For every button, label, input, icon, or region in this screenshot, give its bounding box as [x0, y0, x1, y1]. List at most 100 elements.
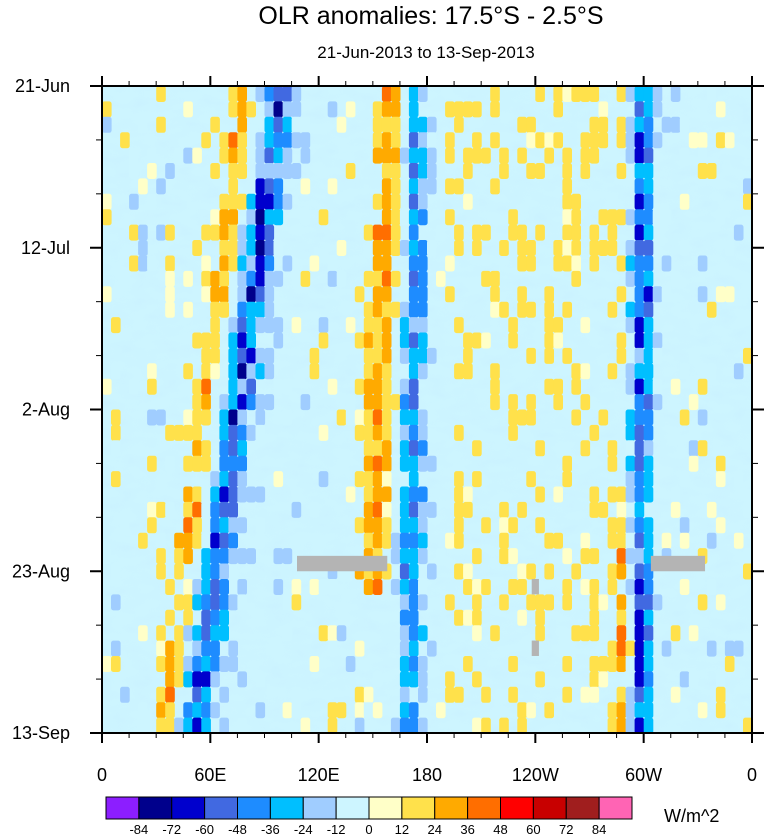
anomaly-cell: [517, 717, 527, 733]
anomaly-cell: [165, 640, 175, 657]
anomaly-cell: [273, 579, 284, 595]
anomaly-cell: [210, 548, 220, 565]
anomaly-cell: [418, 656, 428, 672]
anomaly-cell: [201, 440, 211, 457]
anomaly-cell: [427, 163, 437, 179]
anomaly-cell: [102, 193, 112, 210]
anomaly-cell: [517, 609, 527, 626]
anomaly-cell: [481, 517, 491, 534]
anomaly-cell: [472, 594, 482, 611]
anomaly-cell: [264, 317, 275, 334]
anomaly-cell: [201, 579, 211, 595]
anomaly-cell: [508, 517, 518, 534]
anomaly-cell: [490, 363, 500, 380]
anomaly-cell: [138, 240, 148, 256]
colorbar-swatch: [335, 796, 370, 820]
anomaly-cell: [544, 378, 554, 395]
anomaly-cell: [715, 286, 726, 303]
anomaly-cell: [309, 347, 320, 364]
anomaly-cell: [553, 86, 563, 102]
anomaly-cell: [363, 378, 374, 395]
anomaly-cell: [697, 594, 708, 611]
anomaly-cell: [228, 424, 238, 441]
anomaly-cell: [463, 163, 473, 179]
anomaly-cell: [111, 409, 121, 426]
anomaly-cell: [607, 702, 618, 719]
anomaly-cell: [643, 240, 654, 256]
anomaly-cell: [363, 301, 374, 318]
anomaly-cell: [399, 501, 410, 518]
anomaly-cell: [616, 163, 627, 179]
x-tick-label: 0: [747, 765, 757, 785]
anomaly-cell: [499, 147, 509, 164]
anomaly-cell: [580, 625, 591, 642]
anomaly-cell: [372, 517, 383, 534]
anomaly-cell: [273, 270, 284, 287]
anomaly-cell: [183, 532, 193, 549]
anomaly-cell: [553, 486, 563, 503]
anomaly-cell: [372, 347, 383, 364]
anomaly-cell: [246, 270, 256, 287]
anomaly-cell: [192, 532, 202, 549]
anomaly-cell: [210, 656, 220, 672]
anomaly-cell: [679, 409, 690, 426]
anomaly-cell: [201, 625, 211, 642]
anomaly-cell: [580, 532, 591, 549]
anomaly-cell: [625, 486, 636, 503]
anomaly-cell: [381, 363, 392, 380]
anomaly-cell: [535, 609, 545, 626]
anomaly-cell: [399, 394, 410, 411]
anomaly-cell: [553, 317, 563, 334]
missing-data-region: [531, 640, 539, 656]
anomaly-cell: [418, 455, 428, 472]
anomaly-cell: [273, 116, 284, 133]
anomaly-cell: [228, 363, 238, 380]
anomaly-cell: [336, 409, 347, 426]
anomaly-cell: [463, 656, 473, 672]
anomaly-cell: [183, 625, 193, 642]
anomaly-cell: [418, 424, 428, 441]
anomaly-cell: [192, 440, 202, 457]
anomaly-cell: [616, 517, 627, 534]
anomaly-cell: [219, 579, 229, 595]
anomaly-cell: [517, 579, 527, 595]
anomaly-cell: [508, 409, 518, 426]
anomaly-cell: [282, 409, 293, 426]
anomaly-cell: [174, 532, 184, 549]
anomaly-cell: [255, 317, 266, 334]
anomaly-cell: [408, 594, 419, 611]
anomaly-cell: [526, 347, 536, 364]
anomaly-cell: [526, 240, 536, 256]
anomaly-cell: [255, 394, 266, 411]
anomaly-cell: [165, 609, 175, 626]
missing-data-regions: [297, 555, 706, 656]
anomaly-cell: [652, 132, 663, 149]
anomaly-cell: [372, 671, 383, 688]
anomaly-cell: [390, 394, 401, 411]
anomaly-cell: [679, 671, 690, 688]
anomaly-cell: [129, 147, 139, 164]
anomaly-cell: [544, 347, 554, 364]
anomaly-cell: [255, 409, 266, 426]
anomaly-cell: [508, 686, 518, 703]
anomaly-cell: [228, 640, 238, 657]
anomaly-cell: [219, 240, 229, 256]
anomaly-cell: [381, 163, 392, 179]
colorbar-label: -24: [294, 822, 313, 834]
anomaly-cell: [174, 424, 184, 441]
anomaly-cell: [688, 132, 699, 149]
anomaly-cell: [616, 563, 627, 580]
anomaly-cell: [201, 609, 211, 626]
anomaly-cell: [237, 286, 247, 303]
anomaly-cell: [273, 317, 284, 334]
anomaly-cell: [589, 86, 600, 102]
anomaly-cell: [418, 347, 428, 364]
anomaly-cell: [183, 671, 193, 688]
anomaly-cell: [715, 517, 726, 534]
anomaly-cell: [643, 317, 654, 334]
anomaly-cell: [201, 717, 211, 733]
anomaly-cell: [408, 532, 419, 549]
anomaly-cell: [390, 579, 401, 595]
anomaly-cell: [273, 378, 284, 395]
anomaly-cell: [418, 517, 428, 534]
